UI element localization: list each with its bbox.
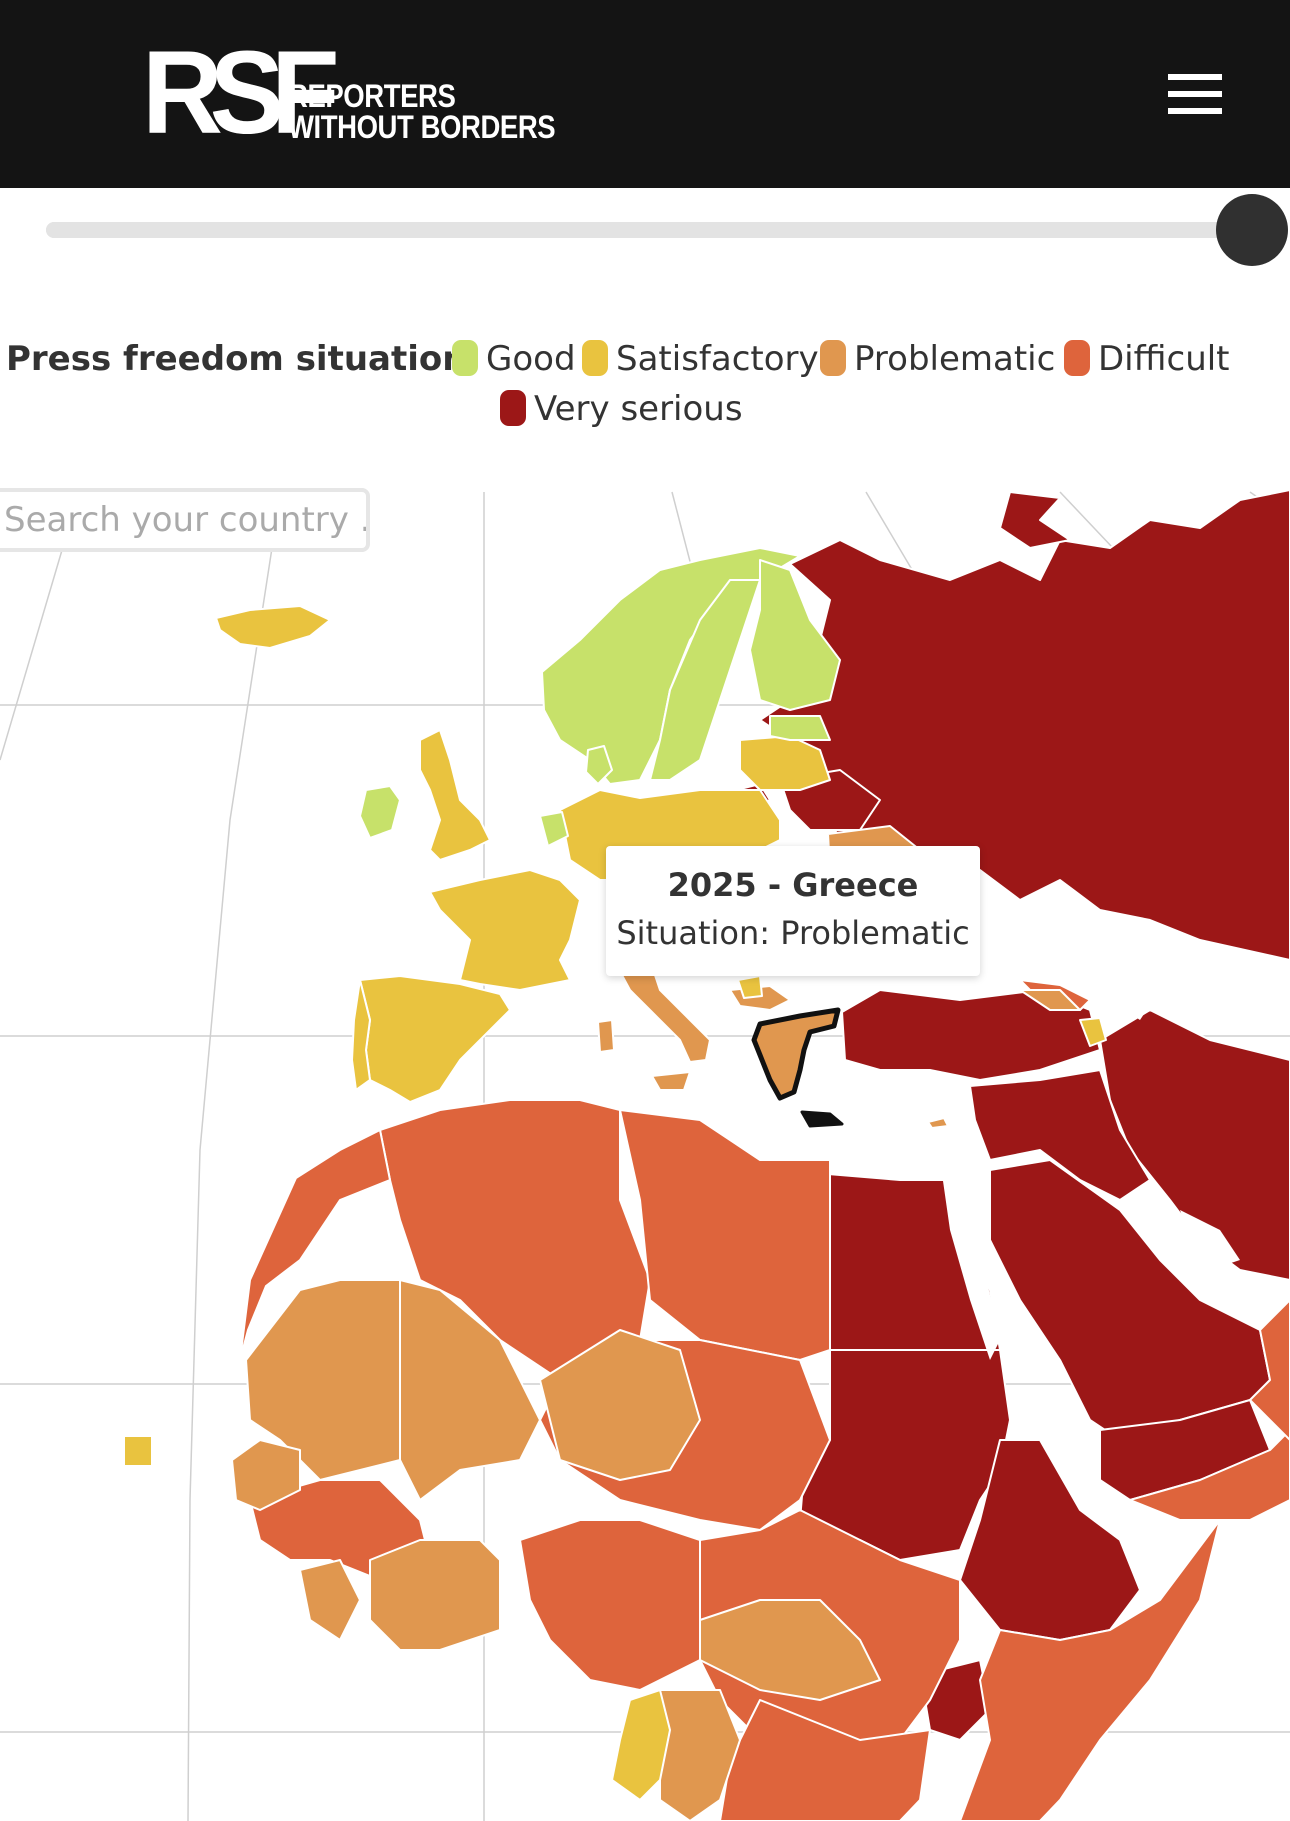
- region-sweden[interactable]: [649, 579, 761, 781]
- region-turkey[interactable]: [841, 989, 1101, 1081]
- region-crete[interactable]: [800, 1110, 844, 1128]
- region-gabon-satisfactory[interactable]: [611, 1689, 671, 1801]
- country-tooltip: 2025 - Greece Situation: Problematic: [606, 846, 980, 976]
- legend-swatch: [582, 340, 608, 376]
- region-central-african-republic[interactable]: [699, 1599, 881, 1701]
- region-senegal[interactable]: [231, 1439, 301, 1511]
- legend-label: Problematic: [854, 339, 1056, 379]
- legend-swatch: [820, 340, 846, 376]
- region-sierra-leone-guinea[interactable]: [299, 1559, 361, 1641]
- region-sicily[interactable]: [651, 1071, 691, 1091]
- region-burkina-niger-south[interactable]: [539, 1329, 701, 1481]
- country-search-input[interactable]: [0, 492, 366, 548]
- country-search-field[interactable]: [0, 488, 370, 552]
- hamburger-icon[interactable]: [1166, 70, 1224, 118]
- region-nigeria-cameroon[interactable]: [519, 1519, 721, 1691]
- region-iran[interactable]: [1099, 1009, 1290, 1281]
- legend-label: Satisfactory: [616, 339, 819, 379]
- region-portugal[interactable]: [351, 979, 371, 1091]
- region-netherlands-belgium[interactable]: [539, 811, 569, 847]
- tooltip-situation: Situation: Problematic: [616, 914, 970, 952]
- region-russia-north-islands[interactable]: [999, 491, 1071, 549]
- region-somalia-kenya[interactable]: [959, 1519, 1221, 1821]
- tooltip-title: 2025 - Greece: [667, 866, 919, 904]
- legend-swatch: [1064, 340, 1090, 376]
- logo-mark: RSF: [142, 27, 340, 159]
- region-finland[interactable]: [749, 559, 841, 711]
- logo-line-reporters: REPORTERS: [288, 78, 456, 114]
- region-italy[interactable]: [615, 959, 711, 1063]
- region-libya[interactable]: [619, 1109, 831, 1361]
- region-morocco[interactable]: [239, 1129, 391, 1361]
- region-denmark[interactable]: [585, 745, 613, 785]
- legend-item-very-serious[interactable]: Very serious: [500, 384, 743, 434]
- legend-swatch: [500, 390, 526, 426]
- legend-label: Difficult: [1098, 339, 1230, 379]
- region-cyprus[interactable]: [927, 1117, 949, 1129]
- legend-item-problematic[interactable]: Problematic: [820, 334, 1055, 384]
- year-slider-handle[interactable]: [1216, 194, 1288, 266]
- region-ivory-coast-ghana[interactable]: [369, 1539, 501, 1651]
- map-water-bodies: [940, 910, 1240, 1360]
- region-ireland[interactable]: [359, 785, 401, 839]
- region-gabon-congo[interactable]: [659, 1689, 741, 1821]
- region-oman-coast[interactable]: [1249, 1299, 1290, 1441]
- legend-label: Good: [486, 339, 576, 379]
- region-syria-iraq[interactable]: [969, 1069, 1151, 1201]
- legend-item-satisfactory[interactable]: Satisfactory: [582, 334, 819, 384]
- region-greece[interactable]: [751, 1007, 841, 1101]
- logo-line-without-borders: WITHOUT BORDERS: [288, 109, 556, 145]
- legend-item-difficult[interactable]: Difficult: [1064, 334, 1230, 384]
- region-georgia[interactable]: [1019, 989, 1081, 1011]
- legend-label: Very serious: [534, 389, 743, 429]
- region-cape-verde[interactable]: [123, 1435, 153, 1467]
- legend-item-good[interactable]: Good: [452, 334, 576, 384]
- region-armenia[interactable]: [1079, 1017, 1107, 1047]
- region-north-macedonia[interactable]: [737, 975, 763, 999]
- region-mali[interactable]: [399, 1279, 541, 1501]
- region-uk[interactable]: [419, 729, 491, 861]
- year-slider-track[interactable]: [46, 222, 1256, 238]
- map-svg[interactable]: [0, 488, 1290, 1821]
- region-estonia-latvia[interactable]: [769, 715, 831, 741]
- legend-title: Press freedom situation:: [6, 339, 481, 379]
- site-header: RSF REPORTERS WITHOUT BORDERS: [0, 0, 1290, 188]
- region-france[interactable]: [429, 869, 581, 991]
- region-sardinia[interactable]: [597, 1019, 615, 1053]
- press-freedom-map[interactable]: [0, 488, 1290, 1821]
- region-horn-coast[interactable]: [1129, 1429, 1290, 1521]
- region-iceland[interactable]: [215, 605, 331, 649]
- region-spain[interactable]: [359, 975, 511, 1103]
- legend-swatch: [452, 340, 478, 376]
- year-slider-fill: [46, 222, 1256, 238]
